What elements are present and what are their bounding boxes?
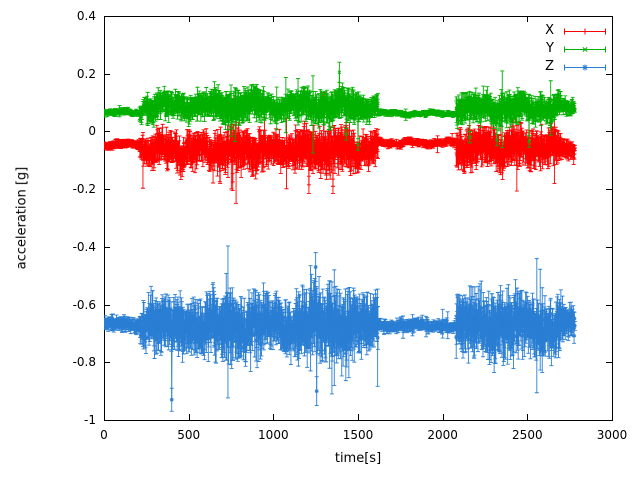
legend-label-y: Y bbox=[546, 41, 554, 56]
legend: X Y Z bbox=[545, 22, 608, 76]
legend-sample-z bbox=[562, 60, 608, 74]
legend-sample-y bbox=[562, 42, 608, 56]
legend-sample-x bbox=[562, 24, 608, 38]
legend-entry-x: X bbox=[545, 22, 608, 40]
legend-entry-y: Y bbox=[545, 40, 608, 58]
legend-label-z: Z bbox=[545, 59, 554, 74]
y-axis-label: acceleration [g] bbox=[14, 166, 30, 270]
legend-label-x: X bbox=[545, 23, 554, 38]
x-axis-label: time[s] bbox=[334, 451, 382, 466]
legend-entry-z: Z bbox=[545, 58, 608, 76]
